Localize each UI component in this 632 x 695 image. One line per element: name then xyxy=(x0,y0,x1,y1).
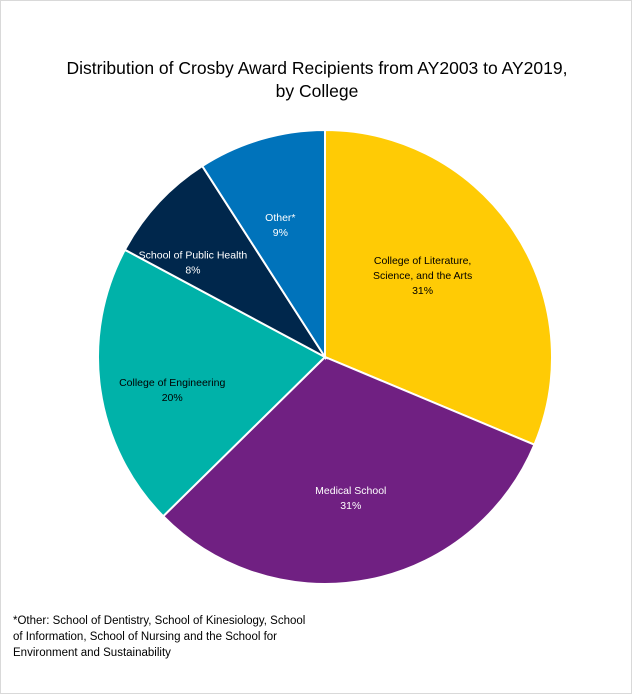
footnote: *Other: School of Dentistry, School of K… xyxy=(13,615,306,659)
slice-value-label-1: 31% xyxy=(340,500,361,512)
slice-name-label-0: Science, and the Arts xyxy=(373,270,472,282)
pie-slice-0 xyxy=(324,128,553,447)
pie-slice-3 xyxy=(123,164,328,360)
slice-value-label-4: 9% xyxy=(273,227,288,239)
slice-value-label-0: 31% xyxy=(412,285,433,297)
slice-name-label-1: Medical School xyxy=(315,485,386,497)
chart-title-line-2: by College xyxy=(275,81,359,101)
pie-slice-1 xyxy=(161,355,536,585)
slice-name-label-2: College of Engineering xyxy=(119,377,225,389)
chart-title: Distribution of Crosby Award Recipients … xyxy=(1,57,632,103)
slice-name-label-0: College of Literature, xyxy=(374,255,471,267)
chart-title-line-1: Distribution of Crosby Award Recipients … xyxy=(66,58,568,78)
pie-slice-4 xyxy=(200,128,326,361)
slice-name-label-4: Other* xyxy=(265,212,295,224)
slice-value-label-2: 20% xyxy=(162,392,183,404)
slice-value-label-3: 8% xyxy=(185,264,200,276)
slice-name-label-3: School of Public Health xyxy=(139,249,248,261)
pie-slice-2 xyxy=(97,248,327,518)
